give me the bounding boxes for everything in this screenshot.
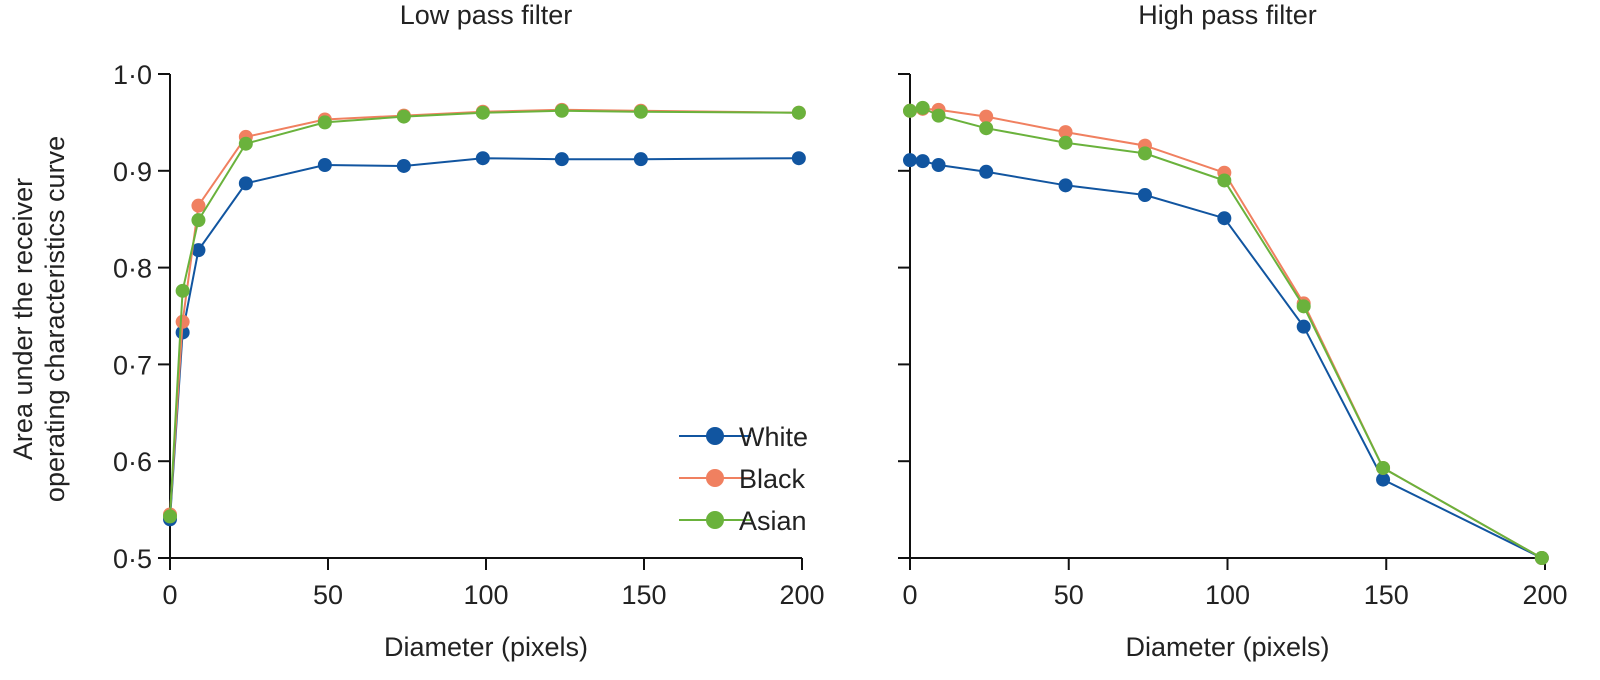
legend-black-marker xyxy=(706,469,724,487)
panel-2-white-point xyxy=(903,153,917,168)
panel-1-y-tick-label: 0·5 xyxy=(113,544,152,574)
panel-2-series-asian xyxy=(903,100,1549,565)
panel-2: High pass filter 0 50 100 150 200 Diameter (pi… xyxy=(898,0,1568,662)
panel-1-asian-line xyxy=(169,109,799,517)
panel-2-series-black xyxy=(903,101,1549,565)
panel-2-asian-point xyxy=(1376,460,1391,475)
panel-1: Low pass filter 0·5 0·6 0·7 0·8 0·9 1·0 0 50 100 1… xyxy=(113,0,825,662)
panel-2-series-white xyxy=(903,153,1549,565)
panel-2-asian-point xyxy=(903,103,917,118)
panels: Low pass filter 0·5 0·6 0·7 0·8 0·9 1·0 0 50 100 1… xyxy=(113,0,1568,662)
panel-2-asian-point xyxy=(979,121,994,136)
legend-asian-marker xyxy=(706,511,724,529)
panel-1-black-point xyxy=(175,314,190,329)
panel-1-x-tick-label: 0 xyxy=(162,580,177,610)
panel-1-series-black xyxy=(163,102,806,522)
panel-2-x-tick-label: 200 xyxy=(1522,580,1567,610)
panel-1-asian-point xyxy=(475,105,490,120)
panel-2-asian-point xyxy=(1217,173,1232,188)
panel-1-asian-point xyxy=(396,109,411,124)
panel-1-series-white xyxy=(163,151,806,527)
panel-2-black-point xyxy=(1058,125,1073,140)
panel-1-asian-point xyxy=(791,105,806,120)
panel-1-white-point xyxy=(475,151,490,166)
y-axis-label-line-1: Area under the receiver xyxy=(8,178,38,460)
panel-2-asian-line xyxy=(909,106,1543,559)
legend-white-marker xyxy=(706,427,724,445)
panel-2-asian-point xyxy=(1058,135,1073,150)
panel-2-asian-point xyxy=(915,100,930,115)
panel-1-x-tick-label: 100 xyxy=(463,580,508,610)
panel-2-white-point xyxy=(1217,211,1232,226)
panel-1-white-point xyxy=(238,176,253,191)
panel-1-x-axis-label: Diameter (pixels) xyxy=(384,632,588,662)
panel-1-title: Low pass filter xyxy=(400,0,573,30)
panel-1-x-tick-label: 200 xyxy=(779,580,824,610)
panel-1-y-tick-label: 0·6 xyxy=(113,447,152,477)
panel-1-white-point xyxy=(396,158,411,173)
panel-1-white-point xyxy=(791,151,806,166)
panel-2-white-point xyxy=(1376,472,1391,487)
panel-1-asian-point xyxy=(317,115,332,130)
panel-1-legend: White Black Asian xyxy=(679,422,808,536)
panel-2-asian-point xyxy=(1296,299,1311,314)
panel-2-asian-point xyxy=(1534,551,1549,565)
panel-1-series-asian xyxy=(163,103,806,524)
panel-1-white-line xyxy=(169,157,799,520)
panel-1-asian-point xyxy=(238,136,253,151)
legend-black-label: Black xyxy=(739,464,806,494)
panel-2-title: High pass filter xyxy=(1138,0,1317,30)
panel-1-asian-point xyxy=(191,213,206,228)
panel-2-white-point xyxy=(1058,178,1073,193)
panel-2-x-tick-label: 50 xyxy=(1054,580,1084,610)
panel-1-y-tick-label: 0·7 xyxy=(113,350,152,380)
panel-2-black-point xyxy=(979,109,994,124)
panel-1-black-line xyxy=(169,108,799,515)
panel-1-white-point xyxy=(317,157,332,172)
panel-1-white-point xyxy=(191,243,206,258)
panel-1-white-point xyxy=(633,152,648,167)
panel-2-white-point xyxy=(915,154,930,169)
panel-2-white-point xyxy=(1137,188,1152,202)
panel-1-y-tick-label: 1·0 xyxy=(113,60,152,90)
y-axis-label-line-2: operating characteristics curve xyxy=(40,136,70,502)
legend-asian-label: Asian xyxy=(739,506,807,536)
legend-white-label: White xyxy=(739,422,808,452)
panel-2-white-point xyxy=(931,157,946,172)
panel-1-x-tick-label: 150 xyxy=(621,580,666,610)
panel-2-x-tick-label: 150 xyxy=(1364,580,1409,610)
panel-2-asian-point xyxy=(1137,146,1152,161)
panel-1-asian-point xyxy=(554,103,569,118)
panel-2-x-tick-label: 100 xyxy=(1205,580,1250,610)
panel-1-y-tick-label: 0·8 xyxy=(113,254,152,284)
panel-2-white-point xyxy=(1296,319,1311,334)
panel-1-asian-point xyxy=(175,283,190,298)
panel-1-y-tick-label: 0·9 xyxy=(113,157,152,187)
panel-2-x-tick-label: 0 xyxy=(902,580,917,610)
panel-1-asian-point xyxy=(633,104,648,119)
panel-1-x-tick-label: 50 xyxy=(313,580,343,610)
panel-1-black-point xyxy=(191,198,206,213)
panel-1-asian-point xyxy=(163,509,177,524)
panel-2-asian-point xyxy=(931,108,946,123)
panel-2-x-axis-label: Diameter (pixels) xyxy=(1125,632,1329,662)
panel-1-white-point xyxy=(554,152,569,167)
panel-2-white-point xyxy=(979,164,994,179)
panel-2-white-line xyxy=(909,159,1543,559)
